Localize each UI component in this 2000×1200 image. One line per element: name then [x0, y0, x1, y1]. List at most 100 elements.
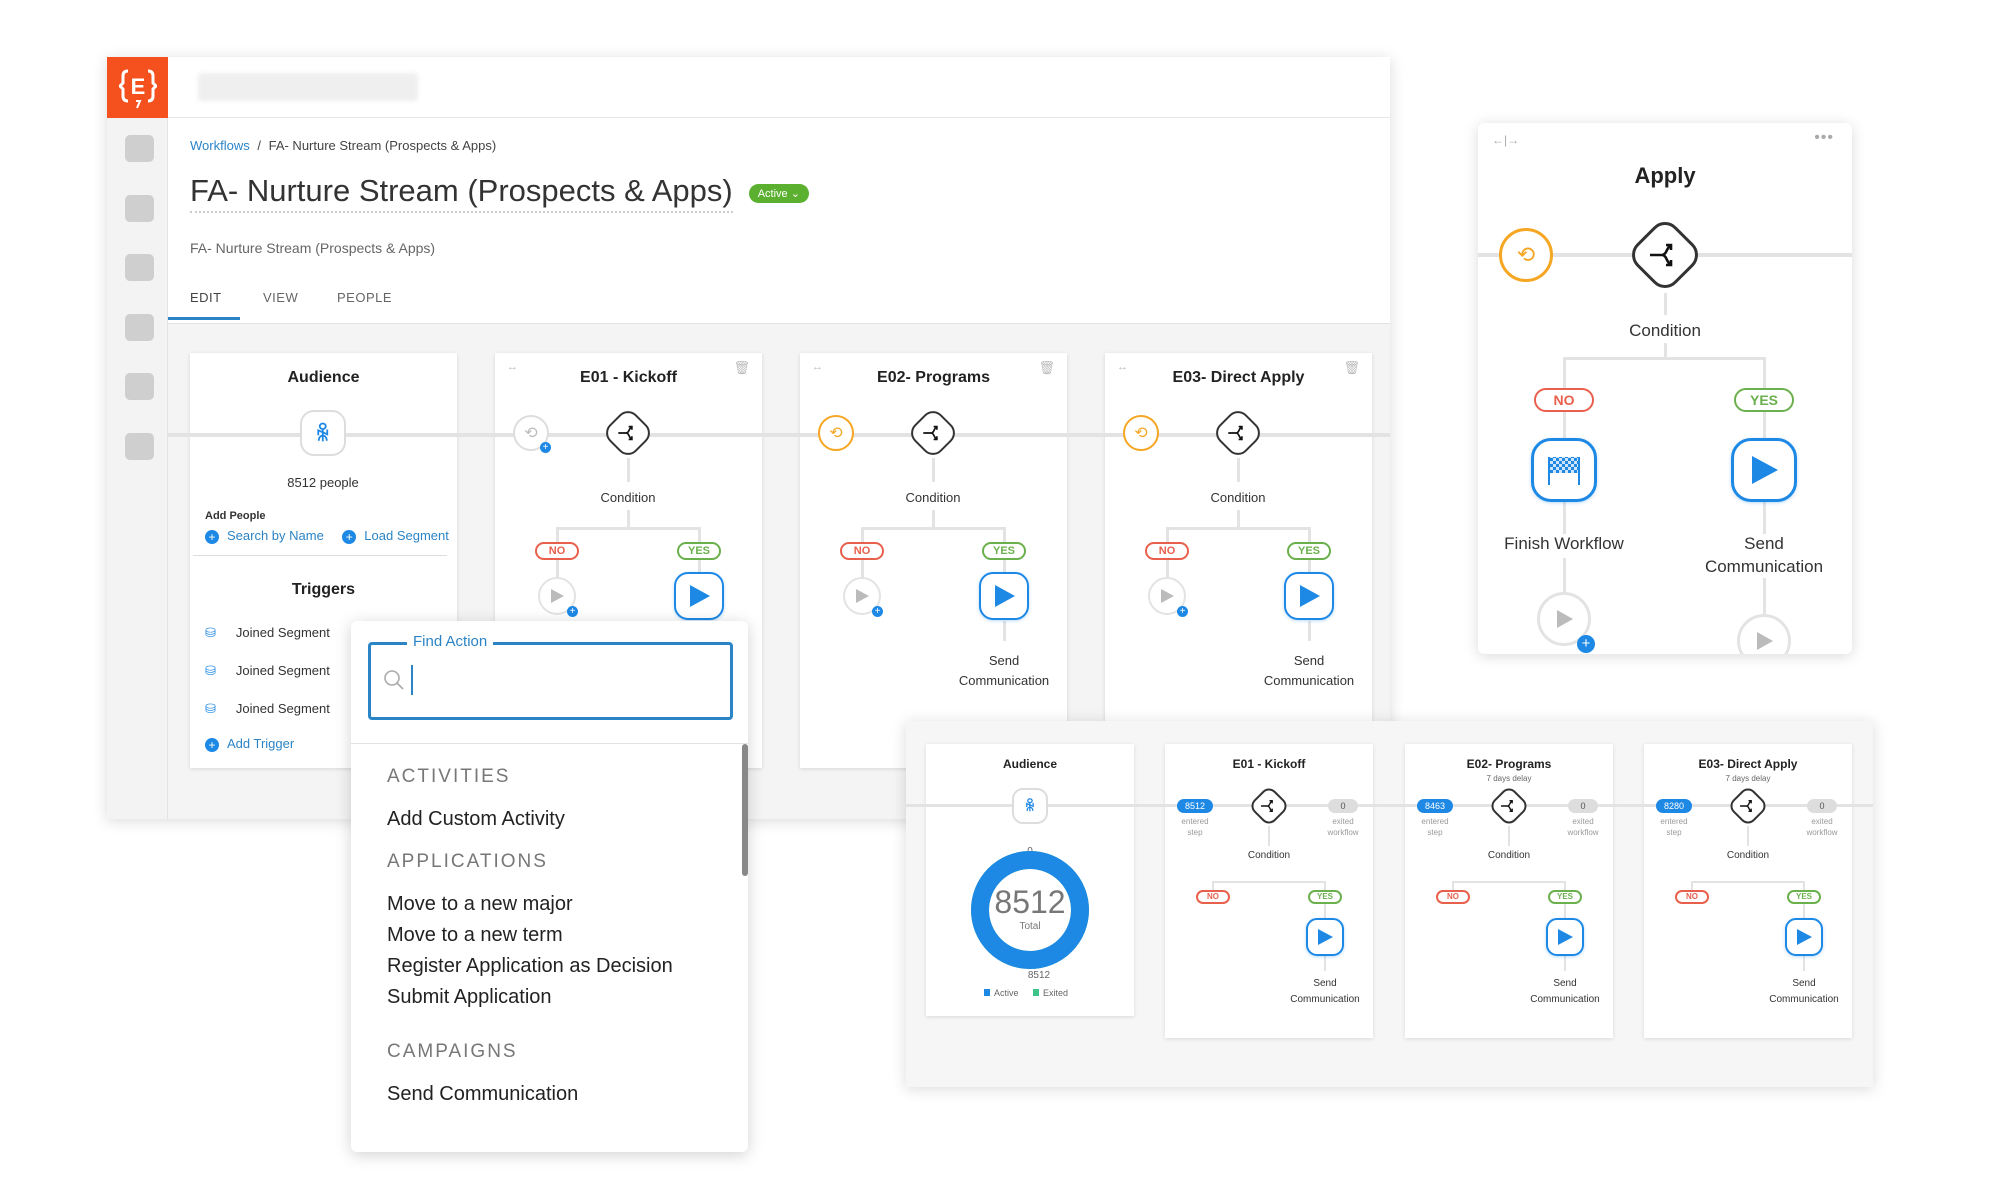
sidebar-item-2[interactable] [125, 195, 154, 222]
send-communication-node[interactable] [979, 572, 1029, 620]
yes-branch-badge: YES [677, 542, 721, 560]
condition-node[interactable] [1247, 784, 1291, 828]
stats-step-card: E03- Direct Apply 7 days delay 8280 ente… [1644, 744, 1852, 1038]
yes-branch-badge: YES [1734, 388, 1794, 412]
add-action-node[interactable] [1737, 614, 1791, 654]
connector [1212, 881, 1214, 895]
yes-branch-badge: YES [1287, 542, 1331, 560]
people-icon[interactable]: ꆜ [1012, 788, 1048, 824]
sidebar-item-4[interactable] [125, 314, 154, 341]
action-item[interactable]: Send Communication [387, 1083, 579, 1105]
scrollbar[interactable] [742, 744, 748, 876]
send-communication-node[interactable] [674, 572, 724, 620]
plus-icon[interactable]: + [540, 442, 551, 453]
step-card: ↔ 🗑 E03- Direct Apply ⟲ Condition NO YES… [1105, 353, 1372, 768]
sidebar-item-6[interactable] [125, 433, 154, 460]
delay-clock-icon[interactable]: ⟲ [1499, 228, 1553, 282]
trigger-item[interactable]: ⛁ Joined Segment [205, 701, 330, 717]
condition-node[interactable] [1625, 215, 1705, 295]
drag-handle-icon[interactable]: ↔ [1117, 361, 1128, 373]
step-title[interactable]: E03- Direct Apply [1172, 369, 1305, 386]
stats-step-card: E01 - Kickoff 8512 entered step 0 exited w… [1165, 744, 1373, 1038]
step-title[interactable]: E01 - Kickoff [580, 369, 677, 386]
condition-label: Condition [905, 490, 961, 505]
find-action-input[interactable] [411, 665, 711, 695]
breadcrumb-workflows-link[interactable]: Workflows [190, 138, 250, 153]
play-icon [690, 585, 710, 607]
sidebar-item-3[interactable] [125, 254, 154, 281]
send-communication-node[interactable] [1731, 438, 1797, 502]
connector [1237, 458, 1240, 482]
action-item[interactable]: Submit Application [387, 986, 552, 1008]
trash-icon[interactable]: 🗑 [1343, 360, 1360, 375]
condition-node[interactable] [1487, 784, 1531, 828]
action-item[interactable]: Move to a new term [387, 924, 563, 946]
trigger-item[interactable]: ⛁ Joined Segment [205, 663, 330, 679]
plus-icon[interactable]: + [872, 606, 883, 617]
tab-view[interactable]: VIEW [263, 290, 299, 305]
add-action-node[interactable] [843, 577, 881, 615]
step-title[interactable]: E02- Programs [877, 369, 990, 386]
action-item[interactable]: Add Custom Activity [387, 808, 565, 830]
send-communication-node[interactable] [1546, 918, 1584, 956]
entered-count-badge: 8280 [1656, 799, 1692, 813]
plus-icon[interactable]: + [1577, 635, 1595, 653]
drag-handle-icon[interactable]: ↔ [812, 361, 823, 373]
split-arrow-icon [1650, 243, 1673, 267]
communication-label: Communication [958, 673, 1050, 688]
drag-handle-icon[interactable]: ↔ [507, 361, 518, 373]
audience-count: 8512 people [287, 475, 359, 490]
drag-handle-icon[interactable]: ←|→ [1492, 133, 1520, 147]
connector [1747, 826, 1749, 846]
database-icon: ⛁ [205, 701, 216, 716]
delay-clock-icon[interactable]: ⟲ [818, 415, 854, 451]
send-communication-node[interactable] [1306, 918, 1344, 956]
trash-icon[interactable]: 🗑 [733, 360, 750, 375]
plus-icon[interactable]: + [1177, 606, 1188, 617]
status-dropdown[interactable]: Active ⌄ [748, 183, 809, 203]
trigger-item[interactable]: ⛁ Joined Segment [205, 625, 330, 641]
search-placeholder-bar[interactable] [198, 73, 418, 101]
tab-edit[interactable]: EDIT [190, 290, 222, 305]
delay-clock-icon[interactable]: ⟲ [1123, 415, 1159, 451]
more-options-icon[interactable]: ••• [1814, 129, 1834, 146]
send-communication-node[interactable] [1284, 572, 1334, 620]
action-item[interactable]: Register Application as Decision [387, 955, 673, 977]
send-communication-node[interactable] [1785, 918, 1823, 956]
add-trigger-label: Add Trigger [227, 736, 295, 751]
tab-people[interactable]: PEOPLE [337, 290, 393, 305]
app-logo[interactable]: E [107, 57, 168, 118]
find-action-dropdown: Find Action ACTIVITIES Add Custom Activit… [351, 621, 748, 1152]
step-card: ↔ 🗑 E02- Programs ⟲ Condition NO YES + S… [800, 353, 1067, 768]
condition-node[interactable] [1726, 784, 1770, 828]
flow-connector-line [906, 804, 1873, 807]
sidebar-item-1[interactable] [125, 135, 154, 162]
add-trigger-link[interactable]: + Add Trigger [205, 736, 294, 752]
find-action-field[interactable]: Find Action [368, 633, 733, 720]
trash-icon[interactable]: 🗑 [1038, 360, 1055, 375]
audience-node[interactable]: ꆜ [300, 410, 346, 456]
yes-branch-badge: YES [982, 542, 1026, 560]
finish-workflow-node[interactable] [1531, 438, 1597, 502]
step-title: E03- Direct Apply [1698, 757, 1798, 771]
condition-node[interactable] [1211, 406, 1265, 460]
exited-label: exited workflow [1327, 817, 1359, 837]
plus-icon[interactable]: + [567, 606, 578, 617]
play-icon [1557, 610, 1573, 628]
search-by-name-link[interactable]: + Search by Name [205, 528, 324, 544]
play-icon [551, 589, 564, 603]
action-item[interactable]: Move to a new major [387, 893, 573, 915]
no-branch-badge: NO [1196, 890, 1230, 904]
load-segment-link[interactable]: + Load Segment [342, 528, 449, 544]
add-people-actions: + Search by Name + Load Segment [205, 527, 449, 545]
sidebar-item-5[interactable] [125, 373, 154, 400]
page-title[interactable]: FA- Nurture Stream (Prospects & Apps) [190, 173, 733, 213]
branch-connector [1213, 881, 1326, 883]
legend-swatch-active [984, 989, 990, 996]
condition-node[interactable] [601, 406, 655, 460]
branch-connector [1167, 527, 1310, 530]
condition-node[interactable] [906, 406, 960, 460]
page-header: Workflows / FA- Nurture Stream (Prospect… [168, 118, 1390, 324]
split-arrow-icon [1261, 800, 1273, 812]
legend-exited: Exited [1033, 988, 1068, 998]
